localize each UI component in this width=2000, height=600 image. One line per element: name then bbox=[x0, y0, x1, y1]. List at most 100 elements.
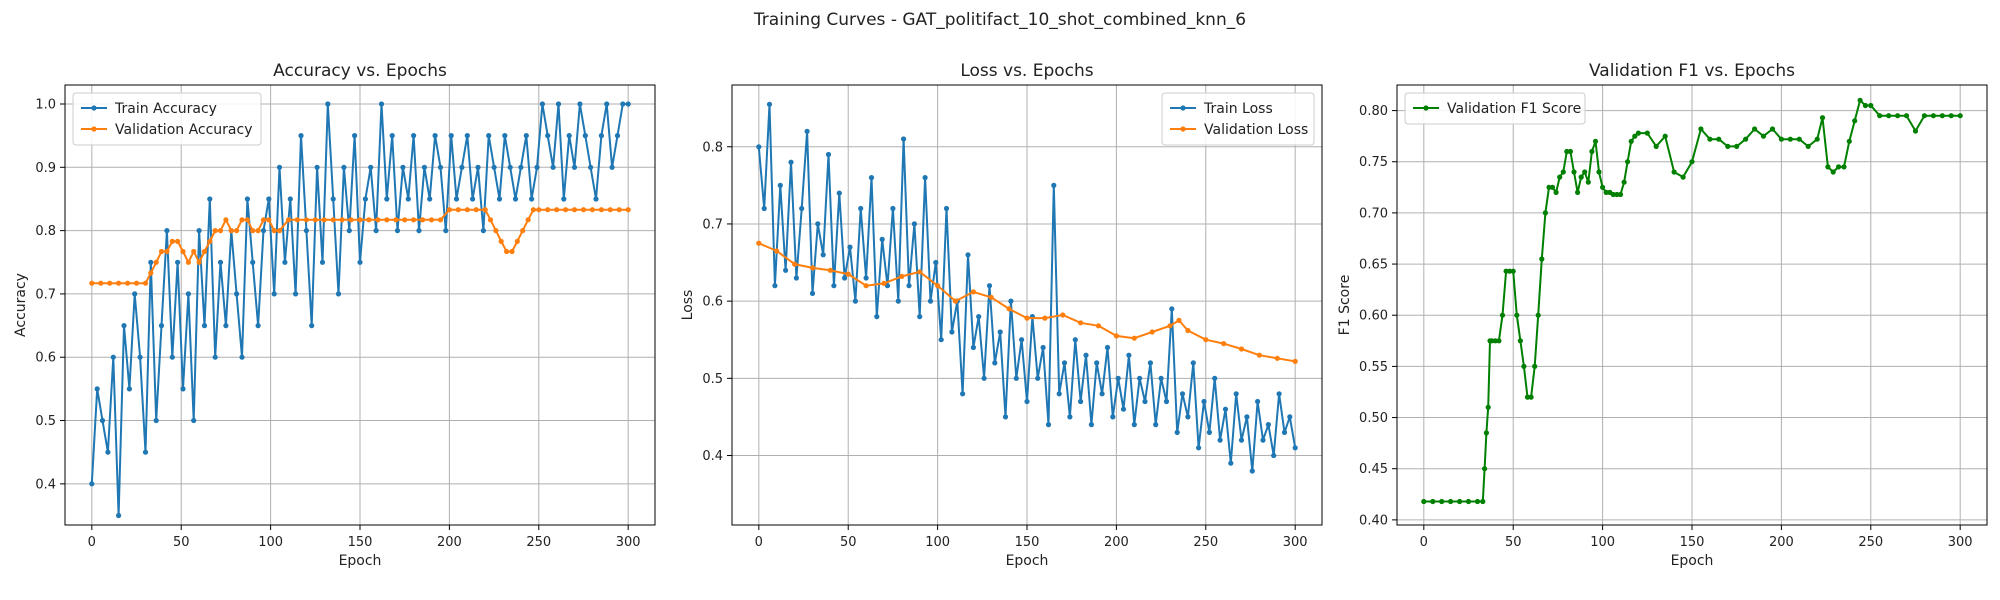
series-1-point bbox=[1482, 466, 1488, 472]
series-2-point bbox=[393, 217, 399, 223]
x-tick-label: 150 bbox=[1680, 535, 1705, 550]
series-1-point bbox=[1104, 344, 1111, 351]
series-1-point bbox=[416, 228, 422, 234]
series-1-point bbox=[99, 417, 106, 424]
series-1-point bbox=[432, 133, 438, 139]
series-1-point bbox=[309, 323, 315, 329]
series-2-point bbox=[266, 217, 272, 223]
x-tick-label: 50 bbox=[173, 535, 190, 550]
series-1-point bbox=[906, 283, 912, 289]
series-2-point bbox=[169, 238, 175, 244]
y-tick-label: 0.8 bbox=[702, 140, 723, 155]
series-1-point bbox=[1233, 391, 1239, 397]
series-1-point bbox=[842, 275, 848, 281]
series-2-point bbox=[217, 228, 224, 234]
series-1-point bbox=[571, 164, 578, 170]
series-1-point bbox=[766, 101, 773, 107]
series-1-point bbox=[609, 164, 615, 170]
series-1-point bbox=[464, 133, 470, 139]
y-tick-label: 0.70 bbox=[1359, 206, 1388, 221]
series-1-point bbox=[793, 275, 800, 281]
series-1-point bbox=[1621, 179, 1627, 185]
series-1-point bbox=[1814, 136, 1820, 142]
series-2-point bbox=[514, 238, 520, 244]
series-1-point bbox=[1485, 404, 1491, 410]
series-2-point bbox=[1167, 323, 1173, 329]
series-1-point bbox=[212, 354, 218, 360]
series-1-point bbox=[191, 417, 197, 424]
series-1-point bbox=[314, 164, 320, 170]
series-1-point bbox=[1698, 126, 1704, 132]
series-1-point bbox=[496, 196, 503, 202]
series-1-point bbox=[1617, 191, 1624, 198]
series-1-point bbox=[1778, 136, 1784, 142]
series-2-point bbox=[756, 240, 762, 246]
series-1-point bbox=[470, 196, 476, 202]
series-1-point bbox=[879, 236, 885, 242]
series-1-point bbox=[933, 259, 939, 266]
series-1-point bbox=[260, 228, 267, 234]
series-1-point bbox=[1212, 375, 1218, 381]
series-1-point bbox=[1169, 306, 1175, 312]
series-2-point bbox=[545, 207, 551, 213]
series-2-point bbox=[271, 228, 277, 234]
series-1-point bbox=[825, 151, 832, 158]
series-1-point bbox=[927, 298, 934, 304]
series-1-point bbox=[1457, 498, 1463, 505]
series-1-point bbox=[1796, 136, 1802, 142]
series-1-point bbox=[815, 221, 821, 227]
series-1-point bbox=[507, 164, 513, 170]
series-1-point bbox=[1825, 164, 1831, 170]
series-1-point bbox=[1474, 498, 1481, 505]
series-1-point bbox=[357, 259, 363, 265]
series-1-point bbox=[1206, 429, 1212, 435]
series-1-point bbox=[1126, 352, 1132, 358]
series-1-point bbox=[1228, 460, 1234, 466]
series-1-point bbox=[949, 329, 955, 335]
series-1-point bbox=[1276, 391, 1282, 397]
legend-marker-2 bbox=[1180, 126, 1186, 132]
series-2-point bbox=[244, 217, 250, 223]
series-1-point bbox=[1185, 414, 1191, 420]
x-tick-label: 200 bbox=[1769, 535, 1794, 550]
series-2-point bbox=[1078, 320, 1084, 326]
series-1-point bbox=[1644, 130, 1650, 136]
series-1-point bbox=[276, 164, 283, 170]
series-2-point bbox=[201, 248, 208, 255]
series-1-point bbox=[1930, 113, 1936, 119]
series-2-point bbox=[1006, 306, 1012, 312]
series-1-point bbox=[137, 354, 143, 360]
series-1-point bbox=[1507, 268, 1513, 274]
series-1-point bbox=[1255, 398, 1261, 405]
series-1-point bbox=[1287, 414, 1293, 420]
series-1-point bbox=[1158, 375, 1164, 381]
series-1-point bbox=[1600, 184, 1606, 190]
series-1-point bbox=[1024, 398, 1030, 405]
series-2-point bbox=[255, 228, 261, 234]
series-1-point bbox=[1571, 169, 1577, 175]
series-2-point bbox=[196, 259, 202, 265]
series-2-point bbox=[827, 267, 833, 273]
series-1-point bbox=[1585, 179, 1591, 185]
x-tick-label: 100 bbox=[258, 535, 283, 550]
series-1-point bbox=[1868, 102, 1874, 109]
series-2-point bbox=[411, 217, 417, 223]
series-1-point bbox=[148, 259, 154, 265]
series-1-point bbox=[863, 275, 869, 281]
series-1-point bbox=[491, 164, 497, 170]
series-1-point bbox=[1035, 375, 1041, 381]
x-tick-label: 0 bbox=[1420, 535, 1428, 550]
series-1-point bbox=[400, 164, 406, 170]
series-1-point bbox=[271, 291, 277, 297]
y-tick-label: 0.4 bbox=[702, 449, 723, 464]
series-1-point bbox=[1603, 189, 1609, 195]
series-1-point bbox=[847, 244, 853, 250]
y-tick-label: 0.40 bbox=[1359, 513, 1388, 528]
x-tick-label: 300 bbox=[1283, 535, 1308, 550]
series-1-point bbox=[282, 259, 288, 265]
series-2-point bbox=[402, 217, 408, 223]
series-2-point bbox=[366, 217, 372, 223]
series-1-point bbox=[368, 164, 374, 170]
legend-marker-1 bbox=[1180, 105, 1186, 111]
